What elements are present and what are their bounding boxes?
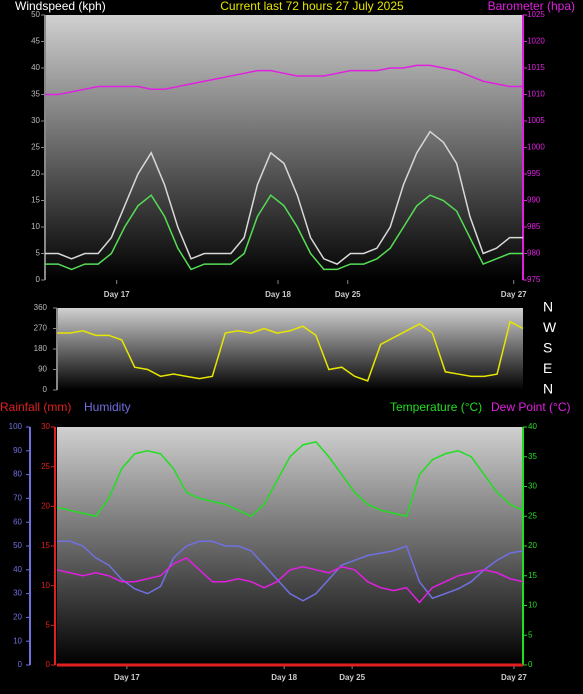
y2-tick-label: 40 <box>528 422 537 431</box>
x-tick-label: Day 27 <box>501 673 527 682</box>
plot-area <box>57 427 523 665</box>
y3-tick-label: 20 <box>41 501 50 510</box>
x-tick-label: Day 27 <box>501 290 527 299</box>
series-line <box>57 320 524 382</box>
y2-tick-label: 20 <box>528 541 537 550</box>
chart-title: Current last 72 hours 27 July 2025 <box>220 0 404 13</box>
plot-area <box>57 308 523 390</box>
y-tick-label: 0 <box>18 660 23 669</box>
y2-tick-label: 5 <box>528 630 533 639</box>
y-tick-label: 5 <box>36 249 41 258</box>
y2-tick-label: 10 <box>528 601 537 610</box>
y-tick-label: 20 <box>13 613 22 622</box>
x-tick-label: Day 25 <box>335 290 361 299</box>
legend-label: Dew Point (°C) <box>491 400 570 414</box>
y3-tick-label: 30 <box>41 422 50 431</box>
y2-tick-label: 1000 <box>527 143 545 152</box>
y2-tick-label: 25 <box>528 511 537 520</box>
y-tick-label: 40 <box>13 565 22 574</box>
y2-tick-label: 1015 <box>527 63 545 72</box>
series-line <box>56 557 524 604</box>
y2-tick-label: N <box>543 299 553 315</box>
y-tick-label: 0 <box>43 385 48 394</box>
y-tick-label: 45 <box>31 37 40 46</box>
y2-tick-label: 35 <box>528 452 537 461</box>
y2-tick-label: S <box>543 340 552 356</box>
y-tick-label: 90 <box>13 446 22 455</box>
y-tick-label: 50 <box>13 541 22 550</box>
plot-area <box>45 15 523 280</box>
y-tick-label: 270 <box>34 324 48 333</box>
x-tick-label: Day 17 <box>104 290 130 299</box>
y3-tick-label: 15 <box>41 541 50 550</box>
y3-tick-label: 5 <box>46 620 51 629</box>
x-tick-label: Day 18 <box>271 673 297 682</box>
y-axis-title: Windspeed (kph) <box>15 0 106 13</box>
y-tick-label: 90 <box>38 365 47 374</box>
y3-tick-label: 0 <box>46 660 51 669</box>
y-tick-label: 10 <box>31 222 40 231</box>
y-tick-label: 180 <box>34 344 48 353</box>
y-tick-label: 40 <box>31 63 40 72</box>
x-tick-label: Day 25 <box>339 673 365 682</box>
y2-tick-label: 1025 <box>527 10 545 19</box>
y2-tick-label: 985 <box>527 222 541 231</box>
series-line <box>45 194 523 271</box>
y2-tick-label: E <box>543 360 552 376</box>
y2-tick-label: 995 <box>527 169 541 178</box>
y-tick-label: 50 <box>31 10 40 19</box>
legend-label: Humidity <box>84 400 131 414</box>
y3-tick-label: 25 <box>41 462 50 471</box>
y-tick-label: 30 <box>31 116 40 125</box>
y-tick-label: 70 <box>13 494 22 503</box>
y2-tick-label: 15 <box>528 571 537 580</box>
y2-tick-label: 30 <box>528 482 537 491</box>
y2-tick-label: N <box>543 381 553 397</box>
y2-tick-label: 980 <box>527 249 541 258</box>
series-line <box>56 441 524 518</box>
legend-label: Rainfall (mm) <box>0 400 71 414</box>
y3-tick-label: 10 <box>41 581 50 590</box>
y2-tick-label: 1005 <box>527 116 545 125</box>
y2-tick-label: 990 <box>527 196 541 205</box>
y-tick-label: 0 <box>36 275 41 284</box>
y2-tick-label: 1010 <box>527 90 545 99</box>
series-line <box>45 64 523 96</box>
y2-tick-label: 975 <box>527 275 541 284</box>
x-tick-label: Day 18 <box>265 290 291 299</box>
y2-tick-label: W <box>543 319 557 335</box>
x-tick-label: Day 17 <box>114 673 140 682</box>
y2-tick-label: 1020 <box>527 37 545 46</box>
y2-axis-title: Barometer (hpa) <box>488 0 575 13</box>
y-tick-label: 20 <box>31 169 40 178</box>
y-tick-label: 35 <box>31 90 40 99</box>
y-tick-label: 100 <box>9 422 23 431</box>
y-tick-label: 10 <box>13 636 22 645</box>
legend-label: Temperature (°C) <box>390 400 482 414</box>
y-tick-label: 25 <box>31 143 40 152</box>
y-tick-label: 15 <box>31 196 40 205</box>
series-line <box>57 540 524 602</box>
y2-tick-label: 0 <box>528 660 533 669</box>
y-tick-label: 80 <box>13 470 22 479</box>
y-tick-label: 30 <box>13 589 22 598</box>
series-line <box>45 130 523 265</box>
y-tick-label: 60 <box>13 517 22 526</box>
y-tick-label: 360 <box>34 303 48 312</box>
